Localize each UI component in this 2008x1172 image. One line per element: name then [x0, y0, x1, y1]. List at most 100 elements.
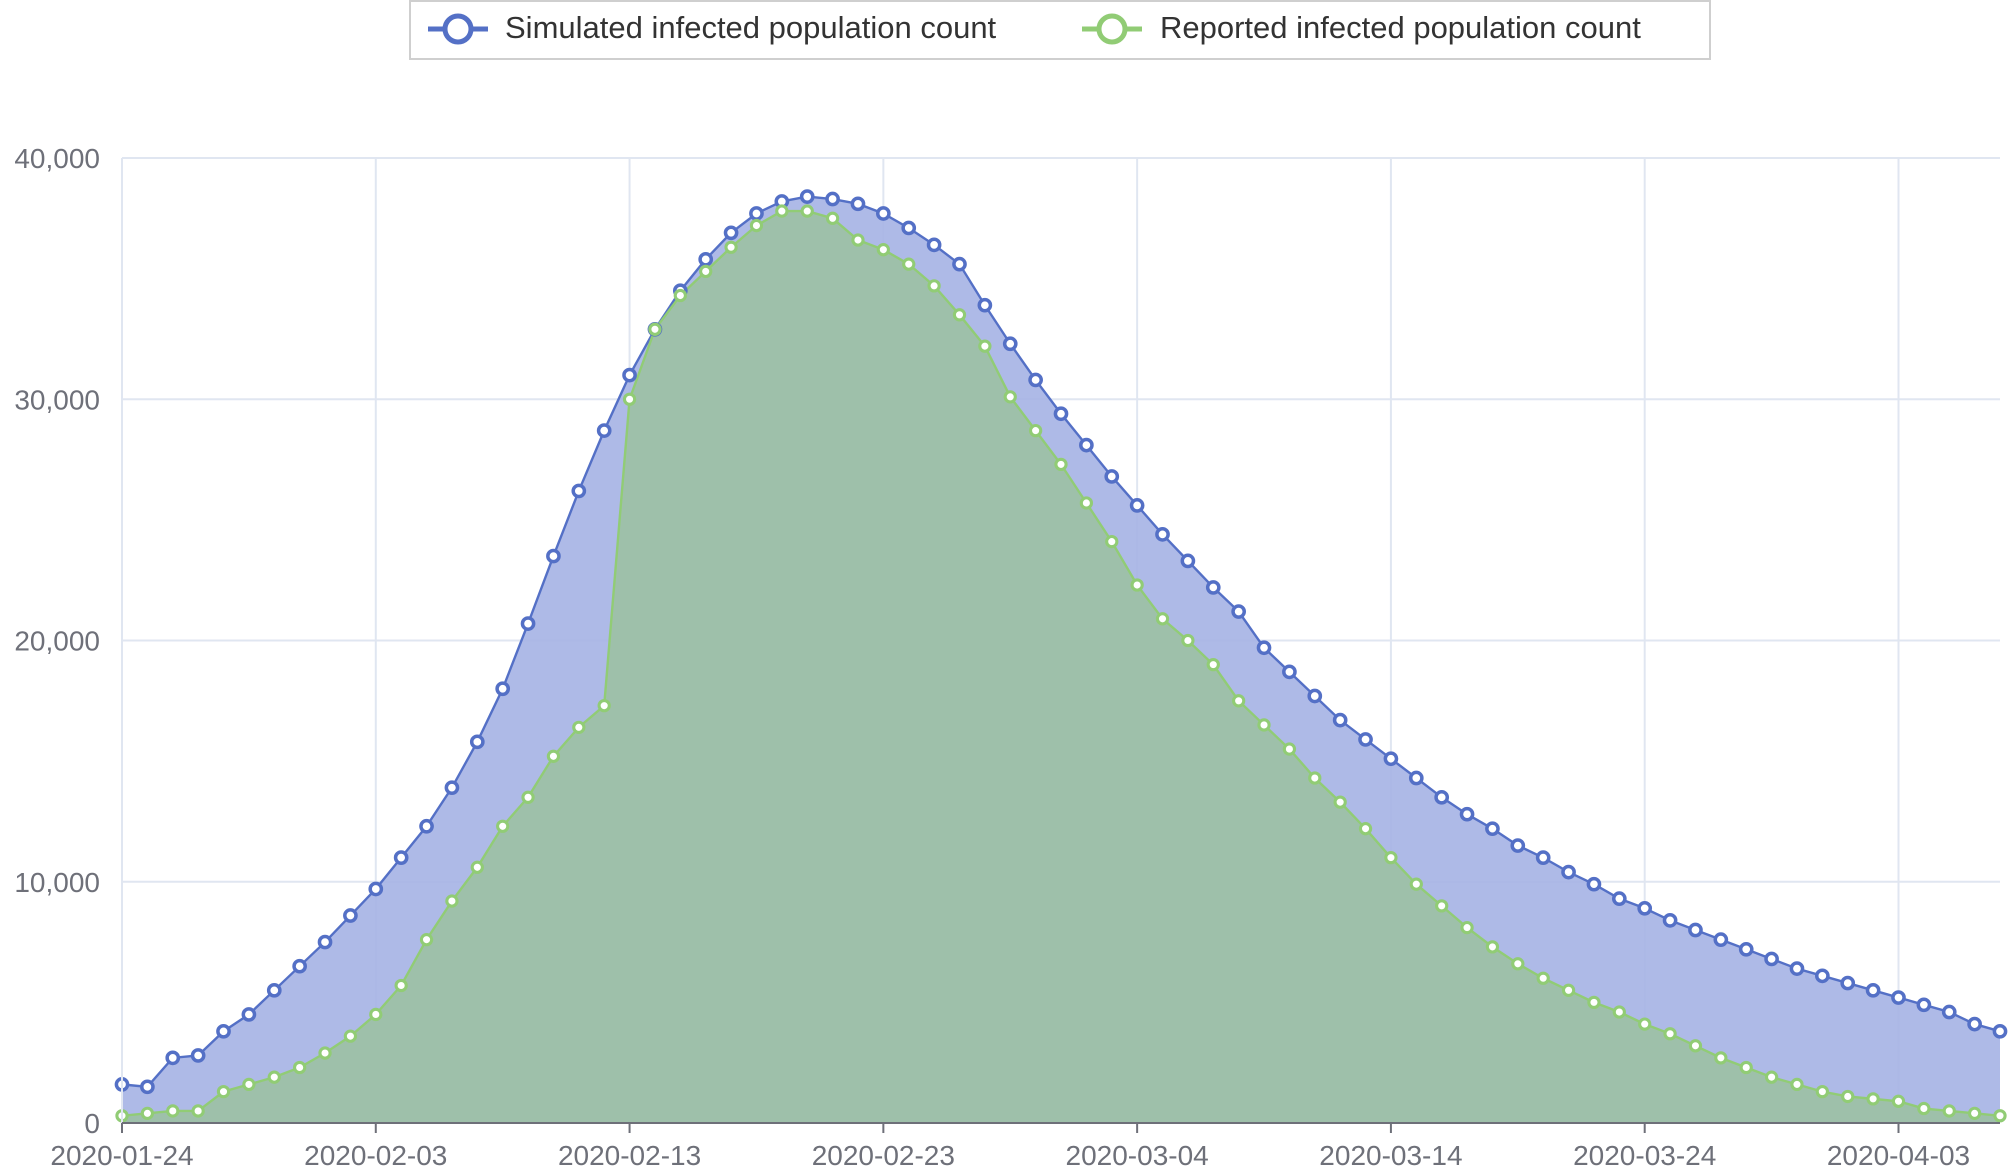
reported-point[interactable] [216, 1084, 231, 1099]
simulated-point[interactable] [1205, 580, 1221, 595]
simulated-point[interactable] [698, 251, 714, 267]
simulated-point[interactable] [1002, 336, 1018, 352]
reported-point[interactable] [1638, 1017, 1652, 1031]
reported-point[interactable] [1054, 457, 1068, 472]
simulated-point[interactable] [165, 1050, 181, 1066]
simulated-point[interactable] [266, 982, 282, 998]
reported-point[interactable] [800, 204, 814, 218]
reported-point[interactable] [1308, 771, 1322, 785]
reported-point[interactable] [1231, 694, 1246, 708]
reported-point[interactable] [1435, 899, 1449, 913]
reported-point[interactable] [1967, 1106, 1982, 1120]
simulated-point[interactable] [1941, 1004, 1957, 1020]
reported-point[interactable] [318, 1046, 332, 1060]
reported-point[interactable] [1561, 983, 1576, 997]
reported-point[interactable] [1866, 1092, 1880, 1106]
simulated-point[interactable] [140, 1079, 155, 1095]
reported-point[interactable] [419, 933, 434, 947]
reported-point[interactable] [140, 1106, 155, 1120]
reported-point[interactable] [1409, 877, 1423, 891]
reported-point[interactable] [1587, 995, 1601, 1010]
simulated-point[interactable] [1155, 527, 1170, 542]
reported-point[interactable] [242, 1077, 256, 1092]
simulated-point[interactable] [1358, 732, 1373, 747]
simulated-point[interactable] [1434, 789, 1450, 805]
reported-point[interactable] [699, 264, 713, 279]
reported-point[interactable] [1815, 1084, 1830, 1099]
reported-point[interactable] [1536, 971, 1550, 985]
simulated-point[interactable] [419, 818, 434, 834]
simulated-point[interactable] [1586, 876, 1602, 892]
reported-point[interactable] [902, 257, 916, 271]
reported-point[interactable] [521, 790, 535, 804]
simulated-point[interactable] [241, 1007, 257, 1022]
reported-point[interactable] [369, 1007, 383, 1022]
simulated-point[interactable] [596, 423, 612, 438]
reported-point[interactable] [1891, 1094, 1906, 1108]
simulated-point[interactable] [444, 780, 460, 796]
simulated-point[interactable] [1282, 664, 1297, 680]
simulated-point[interactable] [292, 958, 307, 974]
reported-point[interactable] [1003, 390, 1017, 404]
reported-point[interactable] [724, 240, 738, 254]
reported-point[interactable] [1917, 1101, 1931, 1116]
reported-point[interactable] [1485, 940, 1500, 954]
simulated-point[interactable] [1307, 688, 1323, 704]
simulated-point[interactable] [1789, 961, 1805, 976]
simulated-point[interactable] [1028, 372, 1043, 388]
reported-point[interactable] [622, 392, 637, 406]
reported-point[interactable] [1764, 1070, 1779, 1084]
simulated-point[interactable] [1738, 941, 1754, 957]
reported-point[interactable] [343, 1029, 358, 1043]
simulated-point[interactable] [469, 734, 485, 750]
simulated-point[interactable] [317, 934, 333, 950]
simulated-point[interactable] [723, 225, 739, 241]
reported-point[interactable] [1841, 1089, 1855, 1104]
reported-point[interactable] [1739, 1060, 1753, 1075]
reported-point[interactable] [394, 978, 408, 993]
simulated-point[interactable] [368, 881, 384, 897]
reported-point[interactable] [292, 1060, 307, 1075]
simulated-point[interactable] [1561, 864, 1576, 880]
reported-point[interactable] [1993, 1109, 2007, 1123]
simulated-point[interactable] [520, 616, 536, 631]
reported-point[interactable] [851, 233, 865, 247]
simulated-point[interactable] [1485, 821, 1500, 837]
reported-point[interactable] [1282, 742, 1297, 756]
reported-point[interactable] [1358, 822, 1373, 836]
simulated-point[interactable] [1231, 604, 1246, 619]
simulated-point[interactable] [393, 850, 409, 865]
simulated-point[interactable] [343, 908, 358, 923]
simulated-point[interactable] [799, 189, 815, 204]
simulated-point[interactable] [825, 191, 840, 207]
simulated-point[interactable] [876, 206, 891, 221]
simulated-point[interactable] [1535, 850, 1551, 865]
reported-point[interactable] [673, 288, 687, 303]
reported-point[interactable] [470, 860, 484, 874]
simulated-point[interactable] [1408, 770, 1424, 786]
reported-point[interactable] [952, 308, 967, 322]
simulated-point[interactable] [1865, 982, 1881, 998]
simulated-point[interactable] [1459, 806, 1475, 822]
simulated-point[interactable] [1510, 838, 1526, 853]
reported-point[interactable] [1028, 423, 1043, 438]
simulated-point[interactable] [546, 548, 561, 564]
reported-point[interactable] [876, 243, 891, 257]
reported-point[interactable] [1384, 850, 1398, 865]
simulated-point[interactable] [495, 681, 511, 697]
simulated-point[interactable] [1992, 1023, 2008, 1039]
simulated-point[interactable] [1637, 900, 1653, 916]
simulated-point[interactable] [1891, 990, 1906, 1005]
simulated-point[interactable] [1383, 751, 1399, 767]
reported-point[interactable] [825, 211, 840, 225]
reported-point[interactable] [546, 749, 561, 763]
legend-item-simulated[interactable]: Simulated infected population count [428, 10, 997, 45]
reported-point[interactable] [1130, 578, 1144, 592]
simulated-point[interactable] [1611, 891, 1627, 906]
simulated-point[interactable] [1332, 712, 1348, 728]
simulated-point[interactable] [1688, 922, 1703, 938]
reported-point[interactable] [166, 1104, 180, 1118]
reported-point[interactable] [597, 698, 611, 713]
reported-point[interactable] [1688, 1039, 1703, 1053]
reported-point[interactable] [1333, 795, 1347, 809]
